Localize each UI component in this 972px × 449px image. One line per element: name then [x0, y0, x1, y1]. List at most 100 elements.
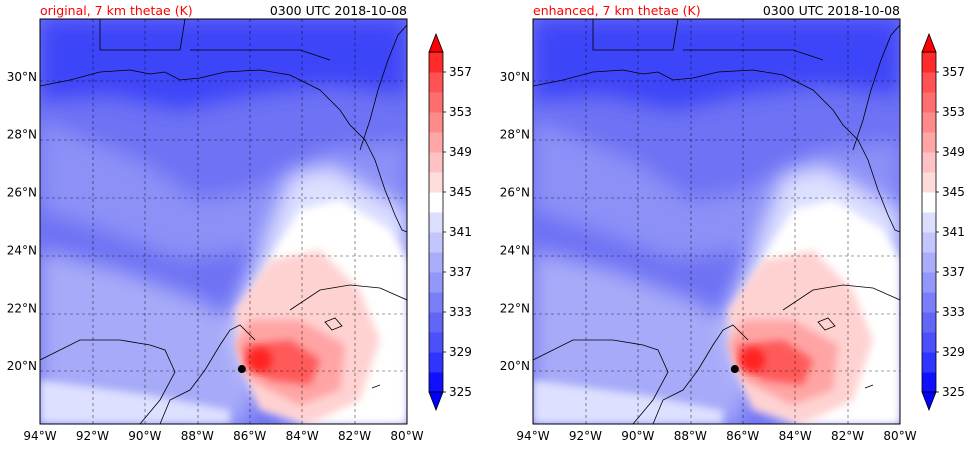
left-colorbar-segment	[429, 112, 443, 133]
right-panel-time-label: 0300 UTC 2018-10-08	[763, 3, 900, 18]
left-colorbar-segment	[429, 312, 443, 333]
right-x-tick-label: 94°W	[516, 429, 549, 443]
right-plot-frame	[532, 18, 901, 425]
left-x-tick-label: 84°W	[286, 429, 319, 443]
left-colorbar-segment	[429, 212, 443, 233]
left-y-tick-label: 24°N	[7, 243, 37, 257]
left-storm-center-dot	[237, 365, 246, 374]
left-colorbar-segment	[429, 352, 443, 373]
left-x-tick-label: 82°W	[338, 429, 371, 443]
right-storm-center-dot	[730, 365, 739, 374]
left-panel-time-label: 0300 UTC 2018-10-08	[270, 3, 407, 18]
right-axis-ticks: 94°W 92°W 90°W 88°W 86°W 84°W 82°W 80°W 20°N 22°N…	[500, 70, 917, 443]
left-colorbar-label: 353	[449, 105, 472, 119]
right-colorbar-min-extend	[921, 391, 937, 412]
right-y-tick-label: 24°N	[500, 243, 530, 257]
right-colorbar-label: 329	[942, 345, 965, 359]
left-x-tick-label: 94°W	[23, 429, 56, 443]
left-thetae-field	[40, 19, 407, 424]
left-x-tick-label: 88°W	[181, 429, 214, 443]
right-colorbar-label: 337	[942, 265, 965, 279]
right-colorbar-segment	[922, 372, 936, 393]
right-map-panel: enhanced, 7 km thetae (K) 0300 UTC 2018-…	[500, 3, 965, 443]
right-storm-center-marker	[730, 365, 739, 374]
right-colorbar-segment	[922, 252, 936, 273]
left-colorbar-label: 329	[449, 345, 472, 359]
right-colorbar-segment	[922, 152, 936, 173]
right-y-tick-label: 28°N	[500, 128, 530, 142]
right-y-tick-label: 26°N	[500, 186, 530, 200]
left-colorbar-segment	[429, 192, 443, 213]
left-colorbar-label: 349	[449, 145, 472, 159]
left-colorbar-segment	[429, 92, 443, 113]
left-colorbar-segment	[429, 292, 443, 313]
left-colorbar-segment	[429, 272, 443, 293]
right-colorbar-segment	[922, 332, 936, 353]
left-colorbar-segment	[429, 172, 443, 193]
right-colorbar-segment	[922, 172, 936, 193]
left-colorbar-label: 341	[449, 225, 472, 239]
right-colorbar-segment	[922, 232, 936, 253]
right-colorbar-segment	[922, 132, 936, 153]
right-x-tick-label: 82°W	[831, 429, 864, 443]
left-y-tick-label: 26°N	[7, 186, 37, 200]
left-colorbar-min-extend	[428, 391, 444, 412]
left-plot-frame	[39, 18, 408, 425]
left-colorbar: 325 329 333 337 341 345 349 353 357	[428, 32, 472, 412]
left-colorbar-label: 357	[449, 65, 472, 79]
right-x-tick-label: 88°W	[674, 429, 707, 443]
right-colorbar-segment	[922, 52, 936, 73]
left-colorbar-label: 325	[449, 385, 472, 399]
right-colorbar-segment	[922, 92, 936, 113]
right-x-tick-label: 80°W	[883, 429, 916, 443]
left-x-tick-label: 90°W	[128, 429, 161, 443]
right-colorbar-label: 341	[942, 225, 965, 239]
right-colorbar-label: 333	[942, 305, 965, 319]
right-x-tick-label: 86°W	[726, 429, 759, 443]
right-x-tick-label: 92°W	[569, 429, 602, 443]
left-panel-title: original, 7 km thetae (K)	[40, 3, 193, 18]
right-colorbar-label: 353	[942, 105, 965, 119]
left-colorbar-segment	[429, 132, 443, 153]
right-colorbar-label: 325	[942, 385, 965, 399]
left-colorbar-label: 337	[449, 265, 472, 279]
left-grid-lines	[40, 19, 407, 424]
left-colorbar-segment	[429, 372, 443, 393]
left-y-tick-label: 28°N	[7, 128, 37, 142]
right-colorbar-segment	[922, 312, 936, 333]
left-colorbar-frame	[428, 51, 444, 393]
left-axis-ticks: 94°W 92°W 90°W 88°W 86°W 84°W 82°W 80°W 20°N 22°N…	[7, 70, 424, 443]
right-colorbar-label: 345	[942, 185, 965, 199]
right-colorbar-segment	[922, 192, 936, 213]
left-x-tick-label: 80°W	[390, 429, 423, 443]
left-y-tick-label: 22°N	[7, 301, 37, 315]
left-colorbar-segment	[429, 52, 443, 73]
right-colorbar-segment	[922, 112, 936, 133]
left-colorbar-label: 333	[449, 305, 472, 319]
left-y-tick-label: 30°N	[7, 70, 37, 84]
left-x-tick-label: 86°W	[233, 429, 266, 443]
right-colorbar-label: 349	[942, 145, 965, 159]
right-colorbar-segment	[922, 292, 936, 313]
right-y-tick-label: 30°N	[500, 70, 530, 84]
right-coastlines	[533, 19, 900, 424]
right-colorbar-segment	[922, 272, 936, 293]
right-panel-title: enhanced, 7 km thetae (K)	[533, 3, 701, 18]
right-thetae-field	[533, 19, 900, 424]
left-map-panel: original, 7 km thetae (K) 0300 UTC 2018-…	[7, 3, 472, 443]
left-colorbar-max-extend	[428, 32, 444, 53]
left-colorbar-segment	[429, 232, 443, 253]
left-storm-center-marker	[237, 365, 246, 374]
right-colorbar-segment	[922, 72, 936, 93]
right-colorbar: 325 329 333 337 341 345 349 353 357	[921, 32, 965, 412]
right-y-tick-label: 22°N	[500, 301, 530, 315]
right-x-tick-label: 90°W	[621, 429, 654, 443]
right-colorbar-max-extend	[921, 32, 937, 53]
right-x-tick-label: 84°W	[779, 429, 812, 443]
left-colorbar-segment	[429, 252, 443, 273]
left-y-tick-label: 20°N	[7, 359, 37, 373]
right-colorbar-segment	[922, 352, 936, 373]
right-colorbar-segment	[922, 212, 936, 233]
left-colorbar-segment	[429, 152, 443, 173]
